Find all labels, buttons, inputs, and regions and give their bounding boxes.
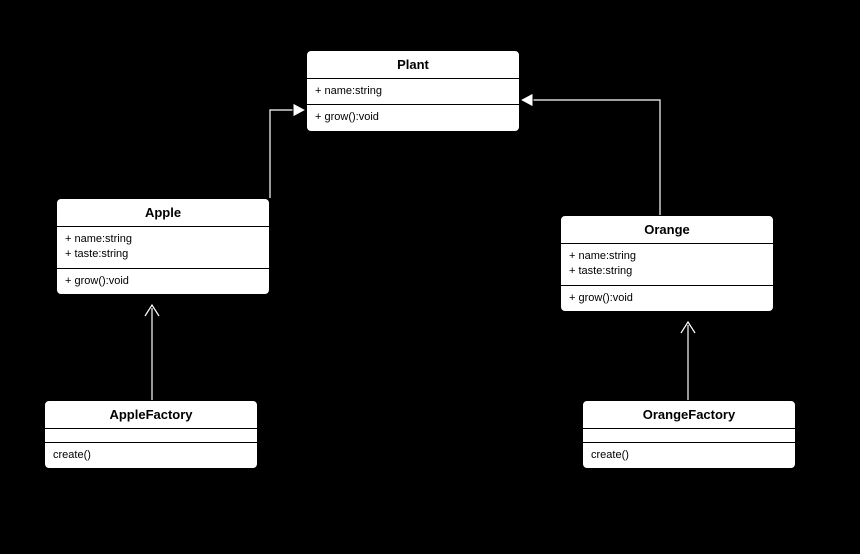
method: + grow():void <box>65 274 261 289</box>
method: + grow():void <box>569 291 765 306</box>
class-name: Apple <box>57 199 269 227</box>
attributes-section <box>583 429 795 443</box>
methods-section: + grow():void <box>307 105 519 130</box>
method: create() <box>591 448 787 463</box>
attributes-section <box>45 429 257 443</box>
edge-orange-plant <box>533 100 660 215</box>
attribute: + name:string <box>315 84 511 99</box>
attribute: + taste:string <box>65 247 261 262</box>
methods-section: + grow():void <box>57 269 269 294</box>
class-plant: Plant + name:string + grow():void <box>306 50 520 132</box>
method: + grow():void <box>315 110 511 125</box>
class-name: Orange <box>561 216 773 244</box>
methods-section: create() <box>583 443 795 468</box>
arrowhead-inheritance-icon <box>520 93 533 107</box>
methods-section: create() <box>45 443 257 468</box>
class-orange: Orange + name:string + taste:string + gr… <box>560 215 774 312</box>
attribute: + name:string <box>65 232 261 247</box>
arrowhead-open-icon <box>145 305 159 316</box>
attributes-section: + name:string <box>307 79 519 105</box>
class-orange-factory: OrangeFactory create() <box>582 400 796 469</box>
arrowhead-open-icon <box>681 322 695 333</box>
class-name: Plant <box>307 51 519 79</box>
class-apple: Apple + name:string + taste:string + gro… <box>56 198 270 295</box>
arrowhead-inheritance-icon <box>293 103 306 117</box>
method: create() <box>53 448 249 463</box>
class-name: AppleFactory <box>45 401 257 429</box>
edge-apple-plant <box>270 110 293 198</box>
methods-section: + grow():void <box>561 286 773 311</box>
attribute: + taste:string <box>569 264 765 279</box>
attributes-section: + name:string + taste:string <box>561 244 773 286</box>
attributes-section: + name:string + taste:string <box>57 227 269 269</box>
attribute: + name:string <box>569 249 765 264</box>
class-name: OrangeFactory <box>583 401 795 429</box>
class-apple-factory: AppleFactory create() <box>44 400 258 469</box>
